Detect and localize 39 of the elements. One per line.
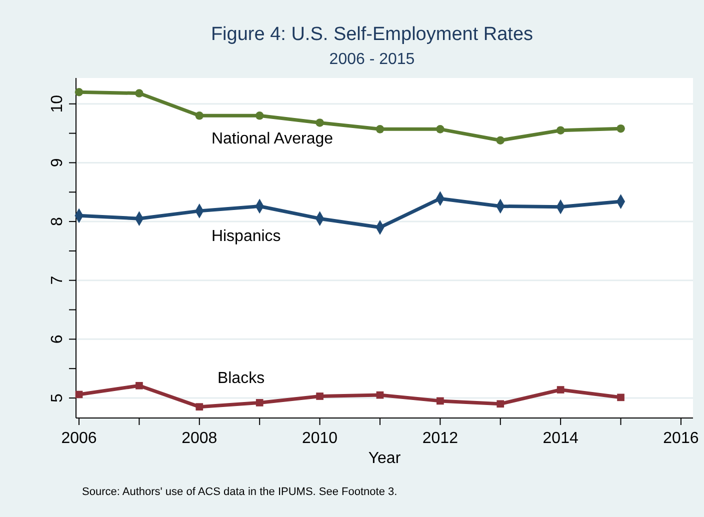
point: [255, 112, 264, 120]
point: [376, 125, 384, 134]
x-tick-label: 2016: [663, 430, 699, 447]
y-tick-label: 9: [49, 158, 66, 168]
x-tick-label: 2014: [542, 430, 578, 447]
point: [316, 118, 324, 127]
x-axis-title: Year: [368, 450, 402, 467]
point: [556, 386, 564, 394]
point: [436, 397, 444, 405]
chart-title: Figure 4: U.S. Self-Employment Rates: [210, 24, 534, 45]
x-tick-label: 2008: [182, 430, 218, 447]
point: [616, 124, 625, 133]
chart-subtitle: 2006 - 2015: [329, 51, 415, 68]
point: [256, 399, 264, 406]
x-tick-label: 2012: [422, 430, 458, 447]
point: [75, 390, 83, 398]
point: [136, 382, 143, 390]
point: [556, 126, 565, 134]
y-tick-label: 5: [49, 393, 66, 402]
point: [436, 125, 444, 134]
point: [496, 400, 504, 408]
point: [376, 391, 384, 399]
point: [496, 136, 505, 144]
series-label: Blacks: [217, 370, 265, 387]
y-tick-label: 10: [49, 94, 66, 113]
x-tick-label: 2010: [302, 430, 338, 447]
point: [316, 392, 324, 400]
series-label: Hispanics: [211, 228, 281, 245]
y-tick-label: 8: [49, 216, 66, 226]
point: [617, 394, 624, 402]
point: [135, 89, 144, 98]
y-tick-label: 6: [49, 334, 66, 344]
series-label: National Average: [211, 130, 334, 148]
y-tick-label: 7: [49, 276, 66, 285]
point: [74, 88, 84, 96]
point: [196, 403, 204, 410]
x-tick-label: 2006: [61, 430, 97, 447]
point: [195, 112, 204, 120]
source-note: Source: Authors' use of ACS data in the IPUMS. See Footnote 3.: [82, 486, 398, 498]
